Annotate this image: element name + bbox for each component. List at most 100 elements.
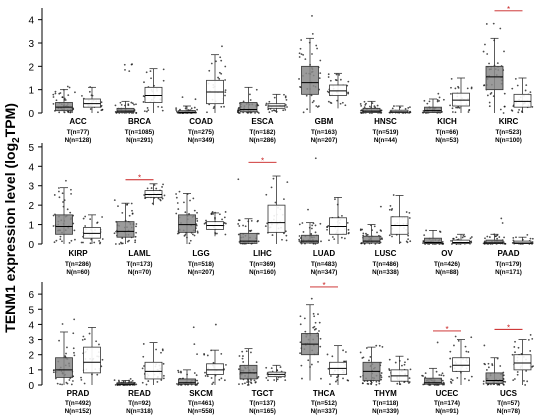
data-point-tumor (318, 330, 320, 332)
data-point-tumor (189, 239, 192, 242)
data-point-tumor (67, 111, 70, 114)
data-point-normal (203, 222, 206, 225)
data-point-normal (217, 76, 219, 79)
data-point-tumor (302, 111, 305, 114)
data-point-tumor (300, 53, 303, 56)
data-point-tumor (320, 377, 322, 380)
tumor-count-label: T(n=426) (434, 261, 460, 268)
y-tick-label: 3 (28, 182, 34, 193)
data-point-normal (81, 94, 83, 97)
data-point-normal (450, 86, 452, 89)
data-point-normal (143, 110, 146, 112)
data-point-normal (273, 379, 276, 381)
data-point-tumor (69, 111, 72, 113)
data-point-normal (98, 239, 101, 242)
data-point-normal (516, 84, 519, 87)
data-point-tumor (61, 240, 63, 243)
data-point-tumor (304, 330, 307, 333)
data-point-tumor (299, 323, 302, 326)
data-point-normal (212, 361, 215, 364)
cancer-name-label: KIRC (499, 117, 519, 126)
data-point-normal (270, 186, 273, 189)
cancer-group-hnsc: HNSC T(n=519)N(n=44) (359, 100, 412, 144)
data-point-tumor (303, 317, 306, 320)
normal-count-label: N(n=349) (188, 137, 215, 144)
box-tumor (424, 106, 442, 113)
data-point-normal (84, 215, 87, 218)
data-point-normal (220, 72, 223, 75)
data-point-normal (468, 108, 471, 111)
data-point-normal (469, 237, 472, 240)
box-normal (513, 93, 532, 108)
data-point-tumor (52, 225, 55, 227)
data-point-tumor (359, 351, 362, 354)
data-point-normal (98, 343, 100, 346)
data-point-tumor (126, 203, 128, 206)
data-point-tumor (58, 111, 61, 114)
normal-count-label: N(n=53) (435, 137, 458, 144)
box-tumor (116, 221, 135, 238)
data-point-tumor (176, 382, 178, 385)
data-point-tumor (134, 241, 137, 244)
data-point-tumor (58, 187, 60, 189)
data-point-normal (153, 184, 156, 186)
data-point-normal (526, 233, 529, 236)
data-point-normal (161, 109, 164, 112)
data-point-normal (510, 109, 513, 112)
data-point-normal (224, 79, 227, 81)
data-point-tumor (68, 241, 71, 244)
cancer-name-label: HNSC (374, 117, 397, 126)
data-point-normal (347, 80, 350, 83)
data-point-tumor (121, 242, 124, 245)
data-point-normal (344, 104, 347, 107)
cancer-group-luad: LUAD T(n=483)N(n=347) (298, 157, 350, 276)
data-point-normal (329, 79, 332, 82)
data-point-tumor (299, 341, 302, 344)
data-point-normal (406, 358, 409, 361)
data-point-normal (449, 365, 452, 368)
data-point-normal (82, 217, 85, 220)
cancer-group-esca: ESCA T(n=182)N(n=286) (236, 86, 288, 144)
data-point-tumor (317, 360, 319, 363)
normal-count-label: N(n=171) (495, 269, 522, 276)
data-point-normal (513, 346, 516, 348)
data-point-tumor (360, 109, 363, 112)
data-point-tumor (58, 92, 61, 95)
data-point-normal (331, 355, 334, 358)
data-point-tumor (117, 205, 119, 208)
data-point-tumor (191, 233, 194, 236)
data-point-tumor (113, 379, 116, 382)
data-point-normal (525, 370, 528, 372)
data-point-normal (161, 186, 163, 188)
data-point-tumor (62, 201, 64, 203)
data-point-normal (210, 62, 213, 65)
data-point-tumor (369, 105, 371, 108)
data-point-tumor (486, 53, 489, 55)
y-tick-label: 4 (28, 320, 34, 331)
data-point-normal (159, 198, 161, 201)
data-point-tumor (54, 90, 57, 93)
data-point-tumor (72, 347, 75, 350)
data-point-tumor (503, 50, 505, 53)
cancer-group-acc: ACC T(n=77)N(n=128) (52, 85, 104, 144)
cancer-group-ucs: * UCS T(n=57)N(n=78) (482, 323, 534, 415)
data-point-normal (517, 346, 520, 349)
data-point-tumor (134, 239, 137, 242)
normal-count-label: N(n=70) (128, 269, 151, 276)
y-tick-label: 0 (28, 240, 34, 251)
data-point-normal (223, 105, 225, 108)
data-point-tumor (502, 112, 505, 114)
data-point-normal (141, 381, 144, 384)
data-point-tumor (118, 380, 120, 383)
data-point-normal (531, 237, 534, 240)
cancer-group-gbm: GBM T(n=163)N(n=207) (298, 15, 350, 144)
significance-star: * (322, 281, 325, 290)
normal-count-label: N(n=558) (188, 408, 215, 415)
data-point-normal (284, 108, 287, 111)
data-point-tumor (319, 222, 322, 225)
data-point-normal (394, 361, 397, 364)
data-point-tumor (440, 374, 443, 377)
data-point-tumor (375, 380, 378, 383)
data-point-tumor (253, 379, 256, 382)
